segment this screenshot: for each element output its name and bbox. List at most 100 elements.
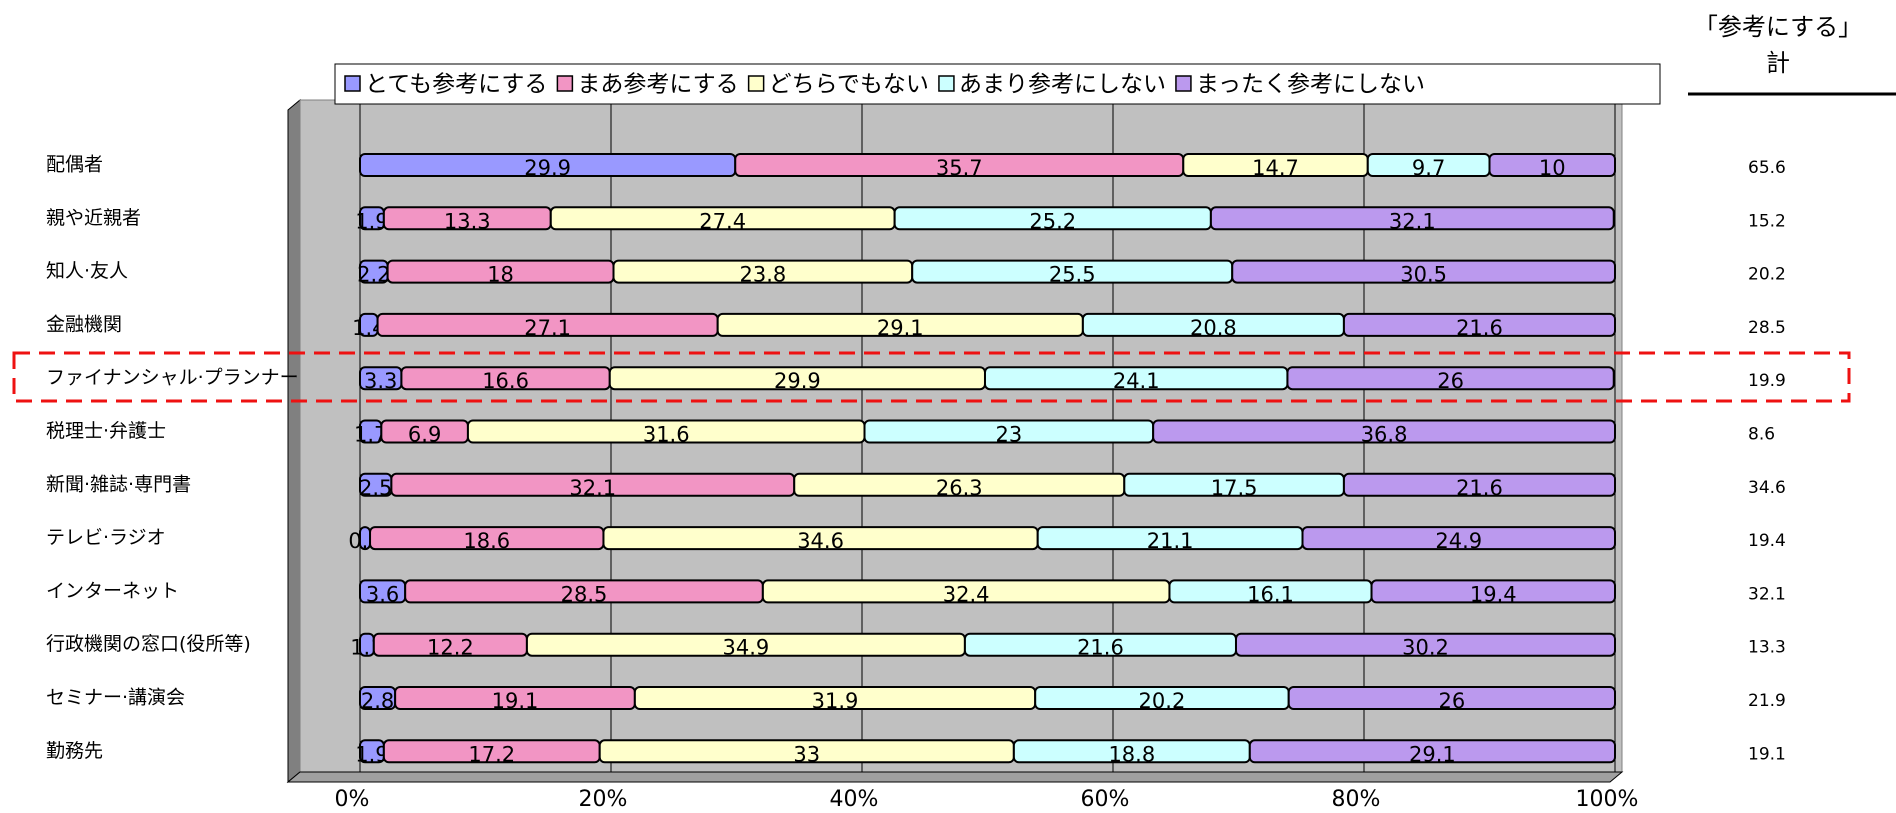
category-label: ファイナンシャル·プランナー [46,367,299,389]
value-label: 31.9 [812,689,859,713]
value-label: 36.8 [1361,423,1408,447]
total-label: 8.6 [1748,425,1775,445]
category-label: 税理士·弁護士 [46,420,166,442]
category-label: インターネット [46,580,179,602]
total-label: 28.5 [1748,318,1786,338]
value-label: 19.1 [492,689,539,713]
value-label: 25.2 [1029,209,1076,233]
value-label: 18.8 [1108,742,1155,766]
value-label: 13.3 [444,209,491,233]
category-label: 知人·友人 [46,260,128,282]
value-label: 32.4 [943,582,990,606]
total-header: 計 [1766,49,1790,77]
total-label: 20.2 [1748,265,1786,285]
value-label: 26 [1437,369,1464,393]
value-label: 16.1 [1247,582,1294,606]
total-label: 21.9 [1748,691,1786,711]
category-label: 金融機関 [46,313,122,335]
value-label: 30.2 [1402,636,1449,660]
value-label: 3.3 [364,369,397,393]
legend-label: とても参考にする [365,72,547,98]
value-label: 23.8 [739,263,786,287]
legend-label: まったく参考にしない [1196,72,1425,98]
value-label: 19.4 [1470,582,1517,606]
plot-wall [287,98,301,784]
value-label: 20.8 [1190,316,1237,340]
value-label: 29.9 [774,369,821,393]
bar-segment [1209,206,1615,231]
x-tick-label: 60% [1081,787,1130,812]
value-label: 33 [793,742,820,766]
x-tick-label: 100% [1576,787,1639,812]
value-label: 14.7 [1252,156,1299,180]
value-label: 3.6 [366,582,399,606]
value-label: 25.5 [1049,263,1096,287]
total-label: 19.9 [1748,371,1786,391]
bar-segment [1152,419,1617,444]
value-label: 24.1 [1113,369,1160,393]
value-label: 31.6 [643,423,690,447]
highlight-box [12,351,1851,403]
value-label: 32.1 [569,476,616,500]
legend-box [334,63,1661,105]
value-label: 29.1 [877,316,924,340]
bar-segment [1286,366,1615,391]
legend-swatch [344,75,361,92]
plot-floor [286,771,1624,783]
value-label: 9.7 [1412,156,1445,180]
value-label: 18.6 [463,529,510,553]
bar-segment [1370,579,1617,604]
value-label: 21.1 [1147,529,1194,553]
value-label: 17.5 [1211,476,1258,500]
value-label: 2.8 [361,689,394,713]
category-label: セミナー·講演会 [46,687,185,709]
value-label: 20.2 [1139,689,1186,713]
value-label: 34.9 [723,636,770,660]
legend-label: まあ参考にする [577,72,738,98]
bar-segment [1342,472,1617,497]
value-label: 16.6 [482,369,529,393]
value-label: 10 [1539,156,1566,180]
value-label: 2.5 [359,476,392,500]
value-label: 28.5 [561,582,608,606]
category-label: 行政機関の窓口(役所等) [46,633,251,655]
value-label: 21.6 [1456,316,1503,340]
total-label: 13.3 [1748,638,1786,658]
value-label: 12.2 [427,636,474,660]
value-label: 21.6 [1456,476,1503,500]
value-label: 17.2 [468,742,515,766]
category-label: 配偶者 [46,154,103,176]
value-label: 29.1 [1409,742,1456,766]
total-label: 65.6 [1748,158,1786,178]
total-label: 19.1 [1748,744,1786,764]
value-label: 30.5 [1400,263,1447,287]
value-label: 23 [995,423,1022,447]
category-label: 勤務先 [46,740,103,762]
x-tick-label: 40% [830,787,879,812]
legend-swatch [747,75,765,92]
bar-segment [1287,686,1616,710]
value-label: 2.2 [357,263,390,287]
bar-segment [1488,153,1616,177]
legend-swatch [1175,75,1192,92]
value-label: 34.6 [797,529,844,553]
x-tick-label: 80% [1332,787,1381,812]
value-label: 32.1 [1389,209,1436,233]
bar-segment [1231,259,1616,284]
value-label: 18 [487,263,514,287]
bar-segment [1301,526,1616,551]
legend-label: あまり参考にしない [959,72,1166,98]
legend-label: どちらでもない [769,72,929,98]
bar-segment [1342,312,1617,337]
value-label: 35.7 [936,156,983,180]
value-label: 21.6 [1077,636,1124,660]
legend-swatch [556,75,574,92]
value-label: 26.3 [936,476,983,500]
x-tick-label: 0% [335,787,370,812]
total-label: 15.2 [1748,211,1786,231]
value-label: 26 [1438,689,1465,713]
category-label: 新聞·雑誌·専門書 [46,473,191,495]
value-label: 29.9 [524,156,571,180]
value-label: 27.1 [524,316,571,340]
